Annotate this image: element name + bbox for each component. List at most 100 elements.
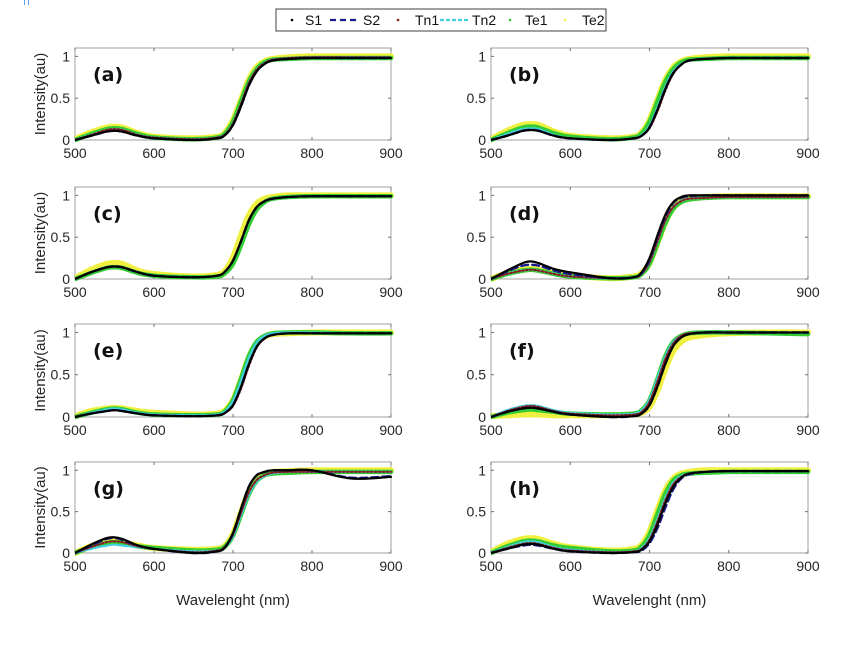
y-tick-label: 0 xyxy=(478,545,486,561)
x-tick-label: 900 xyxy=(379,145,403,161)
legend-label-tn1: Tn1 xyxy=(415,12,439,28)
legend-mark-te2 xyxy=(563,18,567,22)
y-tick-label: 0.5 xyxy=(467,367,487,383)
y-tick-label: 1 xyxy=(478,462,486,478)
panel-label: (f) xyxy=(509,340,535,362)
x-tick-label: 600 xyxy=(142,284,166,300)
corner-artifact xyxy=(24,0,29,5)
y-tick-label: 1 xyxy=(478,324,486,340)
x-tick-label: 500 xyxy=(479,558,503,574)
y-tick-label: 0.5 xyxy=(51,90,71,106)
x-tick-label: 600 xyxy=(142,558,166,574)
x-tick-label: 700 xyxy=(638,422,662,438)
panel-label: (a) xyxy=(93,64,123,86)
y-tick-label: 1 xyxy=(478,48,486,64)
panel-d: 500 600 700 800 900 0 0.5 1 (d) xyxy=(467,186,820,300)
x-tick-label: 800 xyxy=(717,558,741,574)
legend-label-te1: Te1 xyxy=(525,12,548,28)
series-line-s1 xyxy=(75,195,393,281)
series-group xyxy=(75,467,394,556)
series-group xyxy=(75,329,394,420)
series-line-tn1 xyxy=(491,195,809,280)
panel-f: 500 600 700 800 900 0 0.5 1 (f) xyxy=(467,323,820,438)
y-tick-label: 0.5 xyxy=(467,504,487,520)
x-tick-label: 900 xyxy=(379,422,403,438)
x-tick-label: 500 xyxy=(63,284,87,300)
x-tick-label: 900 xyxy=(796,284,820,300)
y-tick-label: 0.5 xyxy=(467,229,487,245)
series-group xyxy=(75,53,394,143)
y-tick-label: 0 xyxy=(478,271,486,287)
legend-label-te2: Te2 xyxy=(582,12,605,28)
x-tick-label: 800 xyxy=(717,145,741,161)
series-line-s1 xyxy=(491,194,810,281)
series-group xyxy=(491,329,811,420)
x-tick-label: 600 xyxy=(559,422,583,438)
y-tick-label: 0.5 xyxy=(51,367,71,383)
y-tick-label: 1 xyxy=(62,48,70,64)
y-tick-label: 0 xyxy=(478,409,486,425)
x-tick-label: 900 xyxy=(379,284,403,300)
x-tick-label: 700 xyxy=(221,284,245,300)
x-tick-label: 900 xyxy=(796,558,820,574)
x-tick-label: 600 xyxy=(142,145,166,161)
x-axis-title: Wavelenght (nm) xyxy=(593,592,707,609)
x-tick-label: 800 xyxy=(300,284,324,300)
panel-a: 500 600 700 800 900 0 0.5 1 (a) Intensity(au) xyxy=(32,47,403,161)
y-tick-label: 1 xyxy=(478,187,486,203)
y-axis-title: Intensity(au) xyxy=(32,53,49,136)
panel-label: (c) xyxy=(93,203,122,225)
x-tick-label: 500 xyxy=(479,422,503,438)
x-tick-label: 600 xyxy=(559,145,583,161)
panel-label: (g) xyxy=(93,478,124,500)
x-tick-label: 500 xyxy=(479,284,503,300)
x-tick-label: 800 xyxy=(717,422,741,438)
panel-label: (e) xyxy=(93,340,123,362)
y-axis-title: Intensity(au) xyxy=(32,192,49,275)
panel-label: (d) xyxy=(509,203,540,225)
x-tick-label: 800 xyxy=(300,558,324,574)
legend-mark-tn1 xyxy=(396,18,400,22)
x-tick-label: 900 xyxy=(379,558,403,574)
y-tick-label: 0.5 xyxy=(51,504,71,520)
series-line-s1 xyxy=(75,56,393,142)
x-tick-label: 800 xyxy=(300,422,324,438)
series-group xyxy=(491,53,811,143)
x-tick-label: 500 xyxy=(63,145,87,161)
series-line-s1 xyxy=(491,56,810,142)
y-tick-label: 0.5 xyxy=(467,90,487,106)
legend-label-s1: S1 xyxy=(305,12,322,28)
x-tick-label: 700 xyxy=(638,145,662,161)
x-tick-label: 600 xyxy=(142,422,166,438)
y-tick-label: 0 xyxy=(478,132,486,148)
x-tick-label: 700 xyxy=(638,558,662,574)
y-tick-label: 1 xyxy=(62,324,70,340)
y-tick-label: 0 xyxy=(62,132,70,148)
panel-b: 500 600 700 800 900 0 0.5 1 (b) xyxy=(467,47,820,161)
x-tick-label: 900 xyxy=(796,145,820,161)
panel-c: 500 600 700 800 900 0 0.5 1 (c) Intensity(au) xyxy=(32,186,403,300)
series-group xyxy=(491,193,811,282)
legend: S1 S2 Tn1 Tn2 Te1 Te2 xyxy=(275,8,607,32)
legend-mark-te1 xyxy=(508,18,512,22)
x-tick-label: 500 xyxy=(63,558,87,574)
series-line-s1 xyxy=(491,331,810,419)
legend-label-tn2: Tn2 xyxy=(472,12,496,28)
series-group xyxy=(75,192,394,282)
x-tick-label: 600 xyxy=(559,558,583,574)
x-tick-label: 900 xyxy=(796,422,820,438)
panel-label: (b) xyxy=(509,64,540,86)
x-tick-label: 500 xyxy=(479,145,503,161)
x-tick-label: 700 xyxy=(638,284,662,300)
panel-g: 500 600 700 800 900 0 0.5 1 (g) Intensity(au) xyxy=(32,461,403,574)
x-tick-label: 600 xyxy=(559,284,583,300)
legend-label-s2: S2 xyxy=(363,12,380,28)
x-tick-label: 800 xyxy=(717,284,741,300)
x-tick-label: 800 xyxy=(300,145,324,161)
y-axis-title: Intensity(au) xyxy=(32,329,49,412)
series-line-s1 xyxy=(75,468,393,555)
y-tick-label: 0 xyxy=(62,409,70,425)
y-tick-label: 1 xyxy=(62,187,70,203)
x-tick-label: 500 xyxy=(63,422,87,438)
